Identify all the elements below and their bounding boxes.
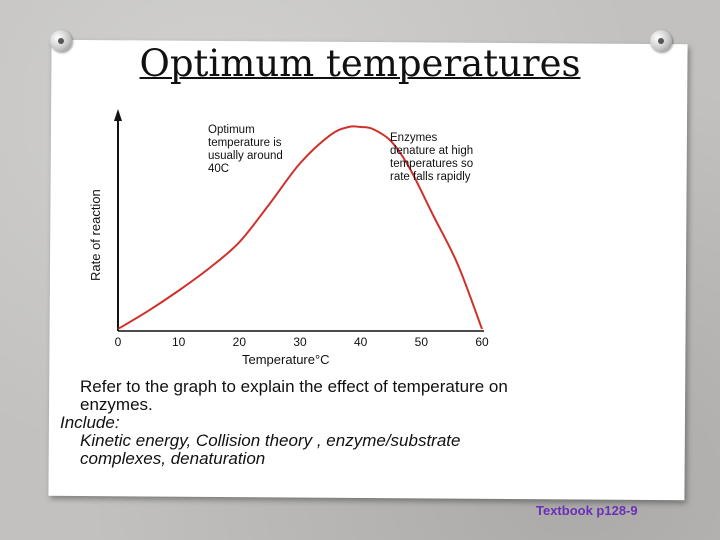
x-axis-label: Temperature°C — [242, 352, 330, 367]
pushpin-icon — [650, 30, 672, 52]
rate-curve — [117, 125, 483, 330]
slide-title: Optimum temperatures — [139, 42, 581, 85]
include-items: complexes, denaturation — [80, 449, 266, 468]
annotation-line: denature at high — [390, 145, 473, 157]
rate-temperature-chart: 0 10 20 30 40 50 60 Rate of reaction Temperatu… — [82, 103, 498, 368]
annotation-line: Enzymes — [390, 132, 438, 144]
chart-svg: 0 10 20 30 40 50 60 Rate of reaction Temperatu… — [88, 109, 489, 367]
annotation-line: rate falls rapidly — [390, 171, 471, 183]
include-label: Include: — [60, 413, 120, 432]
body-line: enzymes. — [80, 395, 153, 414]
x-tick-label: 0 — [115, 335, 122, 349]
slide-body: Refer to the graph to explain the effect… — [60, 378, 660, 468]
x-tick-label: 60 — [475, 335, 489, 349]
x-tick-label: 50 — [415, 335, 429, 349]
y-axis-arrow-icon — [114, 109, 122, 121]
x-tick-label: 40 — [354, 335, 368, 349]
include-items: Kinetic energy, Collision theory , enzym… — [80, 431, 461, 450]
x-tick-label: 30 — [293, 335, 307, 349]
y-axis-label: Rate of reaction — [88, 189, 103, 281]
annotation-line: usually around — [208, 150, 283, 162]
x-tick-labels: 0 10 20 30 40 50 60 — [115, 335, 489, 349]
x-tick-label: 10 — [172, 335, 186, 349]
textbook-reference: Textbook p128-9 — [536, 503, 638, 518]
body-line: Refer to the graph to explain the effect… — [80, 377, 508, 396]
pushpin-icon — [50, 30, 72, 52]
annotation-line: 40C — [208, 163, 229, 175]
annotation-line: temperature is — [208, 137, 282, 149]
annotation-line: temperatures so — [390, 158, 473, 170]
x-tick-label: 20 — [233, 335, 247, 349]
annotation-line: Optimum — [208, 124, 255, 136]
